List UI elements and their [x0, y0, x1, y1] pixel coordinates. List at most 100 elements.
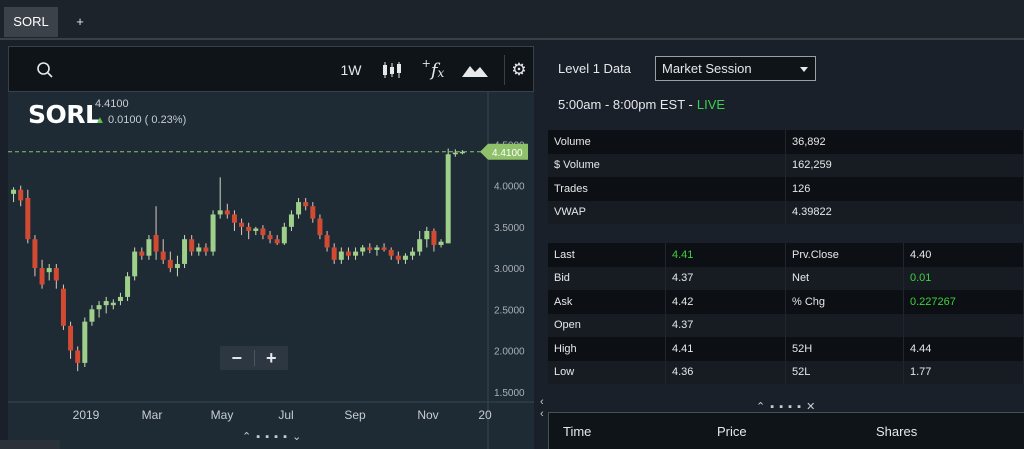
candle-body: [353, 251, 359, 256]
candle-body: [410, 251, 416, 256]
candle-body: [274, 239, 280, 244]
panel-resize-handle[interactable]: ⌃ ▪ ▪ ▪ ▪ ✕: [756, 401, 817, 413]
bottom-tab-stub[interactable]: [0, 440, 60, 449]
quote-label: Ask: [548, 290, 666, 314]
candle-body: [246, 226, 252, 231]
candle-body: [367, 247, 373, 250]
chevron-down-icon: [800, 67, 808, 72]
add-tab-button[interactable]: +: [76, 14, 84, 29]
time-header[interactable]: Time: [563, 424, 592, 439]
candle: [153, 206, 159, 260]
x-tick-label: Jul: [278, 408, 293, 422]
stats-row: Volume 36,892: [548, 130, 1024, 154]
quote-value: 4.37: [666, 266, 786, 290]
tab-sorl[interactable]: SORL: [4, 7, 58, 37]
candle-body: [146, 239, 152, 256]
chart-change-value: 0.0100 ( 0.23%): [107, 114, 187, 126]
candle: [189, 235, 195, 256]
candle-body: [103, 301, 109, 306]
candlestick-icon[interactable]: [379, 55, 405, 85]
stats-label: Volume: [548, 130, 786, 154]
quote-label: Prv.Close: [786, 243, 904, 267]
candle: [353, 247, 359, 260]
function-icon[interactable]: + f x: [421, 56, 445, 81]
candle-body: [117, 296, 123, 302]
candle: [167, 251, 173, 273]
candle: [132, 247, 138, 281]
tab-bar: SORL +: [0, 0, 1024, 40]
chart-symbol: SORL: [28, 100, 101, 129]
candle: [146, 235, 152, 260]
price-header[interactable]: Price: [717, 424, 747, 439]
candle-body: [89, 309, 95, 322]
quote-value: 4.44: [904, 337, 1024, 361]
quote-row: Ask 4.42% Chg 0.227267: [548, 290, 1024, 314]
quote-label: % Chg: [786, 290, 904, 314]
candle: [296, 197, 302, 219]
candle-body: [303, 202, 309, 207]
quote-value: 4.41: [666, 243, 786, 267]
zoom-in-button[interactable]: +: [265, 348, 277, 368]
gear-icon[interactable]: ⚙: [511, 60, 527, 79]
candle-body: [310, 206, 316, 219]
session-select[interactable]: Market Session: [655, 56, 816, 81]
candle-body: [260, 228, 266, 236]
candle: [224, 203, 230, 219]
candle: [360, 244, 366, 256]
y-tick-label: 3.5000: [494, 223, 525, 234]
candle: [452, 149, 458, 157]
candle-body: [445, 154, 451, 244]
level1-title: Level 1 Data: [558, 61, 631, 76]
candle: [310, 202, 316, 223]
quote-label: Last: [548, 243, 666, 267]
collapse-left-icon[interactable]: ‹ ‹: [540, 396, 544, 420]
quote-row: Bid 4.37 Net 0.01: [548, 266, 1024, 290]
mountain-chart-icon[interactable]: [461, 55, 489, 85]
price-chart[interactable]: 4.50004.00003.50003.00002.50002.00001.50…: [8, 92, 534, 449]
candle: [32, 235, 38, 277]
chart-resize-handle[interactable]: ⌃ ▪ ▪ ▪ ▪ ⌄: [242, 431, 303, 443]
chart-change: ▲ 0.0100 ( 0.23%): [95, 114, 186, 126]
y-tick-label: 3.0000: [494, 264, 525, 275]
candle-body: [167, 259, 173, 269]
quote-value: 4.40: [904, 243, 1024, 267]
candle: [110, 299, 116, 310]
candle: [459, 150, 465, 155]
candle-body: [239, 222, 245, 227]
candle-body: [125, 276, 131, 297]
zoom-out-button[interactable]: −: [231, 348, 242, 368]
candle: [139, 247, 145, 260]
candle: [182, 235, 188, 269]
candle-body: [438, 241, 444, 245]
candle: [96, 301, 102, 318]
quote-row: Open 4.37: [548, 313, 1024, 337]
candle-body: [360, 247, 366, 252]
candle-body: [174, 263, 180, 269]
quote-label: Net: [786, 266, 904, 290]
candle: [68, 321, 74, 359]
candle-body: [374, 247, 380, 250]
quote-row: Last 4.41 Prv.Close 4.40: [548, 243, 1024, 267]
candle: [25, 189, 31, 244]
candle-body: [68, 325, 74, 351]
up-arrow-icon: ▲: [95, 115, 105, 126]
quote-row: High 4.41 52H 4.44: [548, 337, 1024, 361]
shares-header[interactable]: Shares: [876, 424, 918, 439]
stats-label: $ Volume: [548, 153, 786, 177]
period-1w-button[interactable]: 1W: [340, 62, 362, 78]
candle: [288, 210, 294, 231]
candle-body: [46, 268, 52, 273]
candle: [331, 243, 337, 264]
candle: [338, 247, 344, 264]
quote-label: Open: [548, 313, 666, 337]
search-icon[interactable]: [33, 55, 57, 85]
quote-label: 52H: [786, 337, 904, 361]
stats-value: 4.39822: [786, 200, 1024, 224]
candle-body: [388, 249, 394, 256]
candle-body: [196, 247, 202, 252]
last-price-marker-label: 4.4100: [492, 148, 523, 159]
quote-value: 4.42: [666, 290, 786, 314]
y-tick-label: 4.0000: [494, 182, 525, 193]
candle: [246, 222, 252, 240]
candle-body: [452, 152, 458, 155]
